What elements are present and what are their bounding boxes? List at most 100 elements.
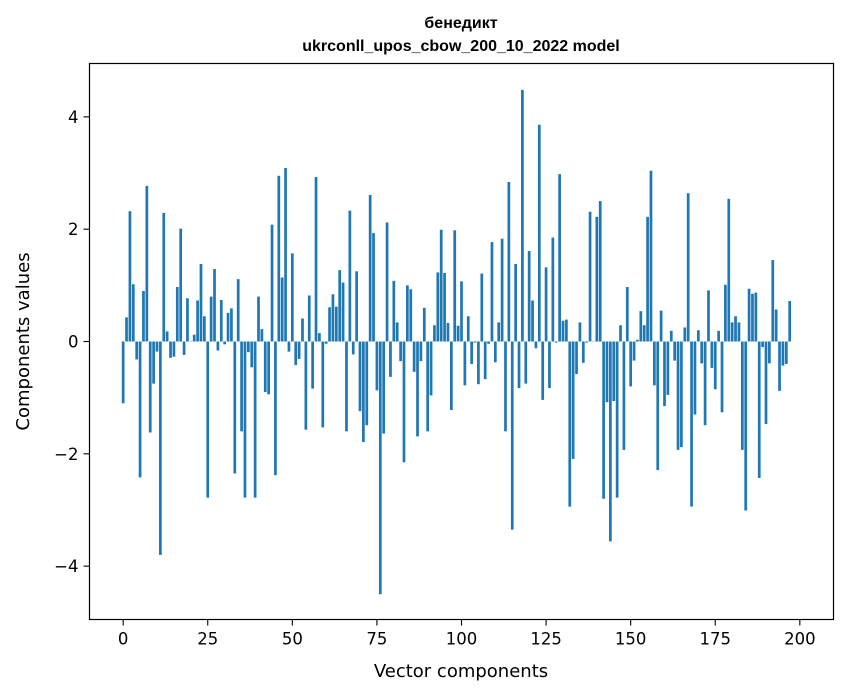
bar-69 [355, 271, 358, 342]
bar-130 [561, 320, 565, 342]
bar-160 [663, 341, 666, 407]
bar-92 [433, 325, 436, 342]
y-tick-label: −2 [54, 445, 78, 464]
bar-52 [297, 341, 301, 359]
bar-104 [473, 341, 477, 343]
bar-61 [328, 307, 331, 342]
bar-45 [274, 341, 277, 476]
bar-3 [131, 284, 135, 342]
x-tick-label: 100 [446, 630, 478, 649]
bar-117 [517, 341, 521, 389]
bar-73 [368, 194, 372, 342]
bar-71 [362, 341, 365, 443]
bar-119 [524, 341, 528, 384]
bar-161 [666, 341, 670, 395]
bar-80 [392, 280, 396, 342]
bar-102 [466, 316, 470, 342]
bar-138 [588, 211, 592, 342]
bar-72 [365, 341, 369, 426]
bar-48 [284, 167, 287, 342]
bar-196 [784, 341, 788, 364]
bar-157 [653, 341, 656, 386]
y-tick-label: −4 [54, 557, 78, 576]
bar-56 [311, 341, 314, 389]
x-axis-label: Vector components [374, 661, 548, 682]
bar-107 [483, 341, 487, 380]
bar-43 [267, 341, 271, 395]
bar-24 [203, 316, 206, 342]
bar-21 [192, 334, 196, 342]
bar-59 [321, 341, 325, 428]
bar-195 [781, 341, 785, 366]
bar-133 [571, 341, 575, 459]
bar-90 [426, 341, 430, 432]
bar-93 [436, 272, 440, 342]
bar-91 [429, 341, 433, 396]
bar-42 [263, 341, 267, 393]
bar-100 [460, 281, 463, 342]
bar-46 [277, 175, 281, 342]
bar-18 [182, 341, 186, 355]
bar-97 [450, 341, 453, 411]
bar-101 [463, 341, 467, 386]
bar-57 [314, 176, 318, 342]
bar-85 [409, 289, 413, 342]
bar-49 [287, 341, 291, 352]
bar-171 [700, 341, 704, 364]
bar-149 [625, 287, 629, 342]
bar-66 [345, 341, 348, 432]
y-axis-ticks: −4 −2 0 2 4 [54, 108, 90, 576]
bar-95 [443, 272, 446, 342]
bar-0 [121, 341, 125, 404]
bar-177 [720, 341, 724, 413]
bar-126 [548, 341, 551, 389]
bar-23 [199, 264, 203, 342]
bar-87 [416, 341, 419, 437]
bar-4 [135, 341, 139, 360]
x-tick-label: 200 [784, 630, 816, 649]
bar-182 [737, 322, 741, 342]
bar-96 [446, 322, 450, 342]
bar-77 [382, 341, 386, 434]
x-tick-label: 50 [282, 630, 303, 649]
bar-188 [757, 341, 761, 478]
bar-83 [402, 341, 406, 463]
bar-89 [422, 307, 426, 342]
bar-28 [216, 341, 220, 351]
bar-81 [395, 322, 399, 342]
bar-194 [778, 341, 781, 391]
bar-37 [247, 341, 250, 353]
bar-123 [537, 124, 541, 342]
bar-58 [318, 333, 321, 342]
x-tick-label: 125 [530, 630, 562, 649]
bar-164 [676, 341, 680, 450]
bar-114 [507, 182, 511, 342]
y-tick-label: 2 [68, 220, 79, 239]
bar-75 [375, 341, 379, 391]
bar-109 [490, 242, 494, 342]
bar-134 [575, 341, 578, 375]
y-axis-label: Components values [13, 252, 34, 430]
bar-154 [642, 325, 646, 342]
bar-183 [740, 341, 744, 450]
bar-13 [165, 331, 169, 342]
bar-82 [399, 341, 402, 362]
bar-121 [531, 300, 534, 342]
bar-158 [656, 341, 660, 471]
bar-50 [290, 253, 294, 342]
bar-172 [703, 341, 707, 426]
bar-98 [453, 230, 457, 342]
bar-187 [754, 292, 758, 342]
bar-151 [632, 341, 636, 361]
bar-54 [304, 341, 308, 430]
bar-110 [493, 341, 497, 363]
bar-142 [602, 341, 605, 499]
x-tick-label: 0 [118, 630, 129, 649]
y-tick-label: 4 [68, 108, 79, 127]
bar-8 [148, 341, 152, 433]
bar-29 [219, 299, 223, 342]
bar-155 [646, 216, 649, 342]
bar-135 [578, 322, 582, 342]
bar-185 [747, 288, 751, 342]
bar-152 [636, 339, 639, 342]
